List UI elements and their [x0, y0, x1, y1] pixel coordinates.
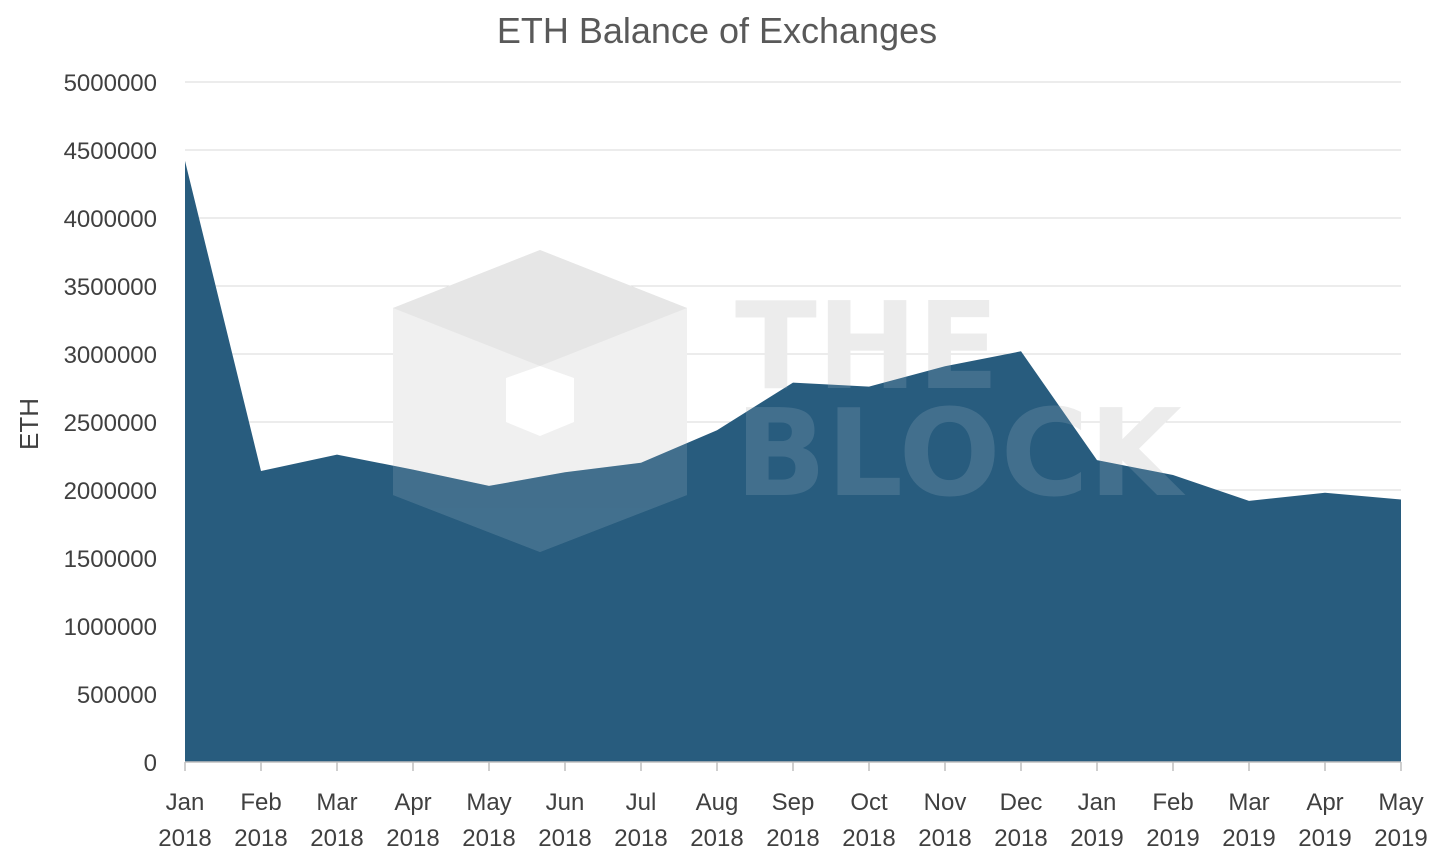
x-tick-label: Nov 2018 [918, 789, 971, 852]
x-tick-label: Dec 2018 [994, 789, 1047, 852]
x-tick-label: Oct 2018 [842, 789, 895, 852]
x-tick-label: Jul 2018 [614, 789, 667, 852]
y-tick-label: 0 [144, 750, 157, 777]
y-axis-label: ETH [14, 398, 44, 450]
x-tick-label: Apr 2018 [386, 789, 439, 852]
x-tick-label: Jan 2019 [1070, 789, 1123, 852]
y-tick-label: 2000000 [64, 478, 157, 505]
x-tick-labels: Jan 2018 Feb 2018 Mar 2018 Apr 2018 May 2018 Jun 20… [158, 789, 1427, 852]
x-tick-label: Feb 2018 [234, 789, 287, 852]
y-tick-label: 1500000 [64, 546, 157, 573]
x-tick-label: Mar 2018 [310, 789, 363, 852]
y-tick-label: 5000000 [64, 70, 157, 97]
chart-title: ETH Balance of Exchanges [497, 10, 937, 51]
x-tick-label: May 2019 [1374, 789, 1427, 852]
y-tick-label: 4000000 [64, 206, 157, 233]
y-tick-label: 2500000 [64, 410, 157, 437]
y-tick-label: 1000000 [64, 614, 157, 641]
x-tick-label: Jun 2018 [538, 789, 591, 852]
axes [184, 761, 1402, 771]
x-tick-label: Mar 2019 [1222, 789, 1275, 852]
x-tick-label: May 2018 [462, 789, 515, 852]
x-tick-label: Feb 2019 [1146, 789, 1199, 852]
y-tick-label: 500000 [77, 682, 157, 709]
x-tick-label: Sep 2018 [766, 789, 819, 852]
x-tick-label: Apr 2019 [1298, 789, 1351, 852]
y-tick-label: 4500000 [64, 138, 157, 165]
x-tick-label: Aug 2018 [690, 789, 743, 852]
eth-balance-area [185, 160, 1401, 762]
y-tick-label: 3500000 [64, 274, 157, 301]
y-tick-labels: 0 500000 1000000 1500000 2000000 2500000 30000… [64, 70, 157, 777]
x-tick-label: Jan 2018 [158, 789, 211, 852]
y-tick-label: 3000000 [64, 342, 157, 369]
